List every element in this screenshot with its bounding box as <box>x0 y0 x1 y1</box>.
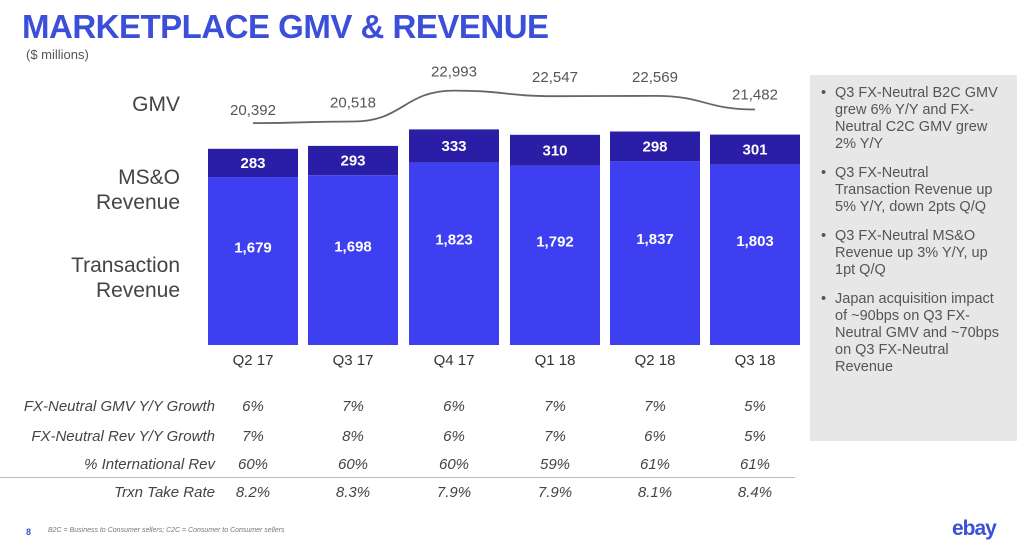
metric-row: FX-Neutral Rev Y/Y Growth 7% 8% 6% 7% 6% 5% <box>0 428 800 456</box>
transaction-revenue-bar <box>409 162 499 345</box>
transaction-value-label: 1,698 <box>334 239 372 256</box>
gmv-revenue-chart: 1,679 283 Q2 17 1,698 293 Q3 17 1,823 333 Q4 17 1… <box>208 64 800 369</box>
metric-value: 7% <box>242 428 264 445</box>
metric-value: 7% <box>544 398 566 415</box>
mso-value-label: 310 <box>542 142 567 159</box>
category-tick-label: Q2 18 <box>635 352 676 369</box>
transaction-revenue-bar <box>208 177 298 345</box>
mso-revenue-bar <box>208 148 298 178</box>
gmv-line <box>252 89 756 124</box>
gmv-value-label: 22,993 <box>431 64 477 81</box>
metric-value: 59% <box>539 456 571 473</box>
metric-value: 7.9% <box>436 484 472 501</box>
mso-revenue-bar <box>409 129 499 163</box>
metric-value: 6% <box>443 398 465 415</box>
metric-value: 60% <box>438 456 470 473</box>
page-number: 8 <box>26 527 32 537</box>
gmv-row-label: GMV <box>132 93 180 116</box>
metric-value: 7.9% <box>537 484 573 501</box>
metric-value: 61% <box>639 456 671 473</box>
transaction-revenue-bar <box>308 175 398 345</box>
metric-value: 61% <box>739 456 771 473</box>
metrics-divider <box>0 477 795 478</box>
gmv-value-label: 21,482 <box>732 86 778 103</box>
transaction-revenue-bar <box>610 161 700 345</box>
metric-value: 5% <box>744 398 766 415</box>
page-title: MARKETPLACE GMV & REVENUE <box>22 8 549 45</box>
metric-value: 8.1% <box>637 484 673 501</box>
metric-label: FX-Neutral GMV Y/Y Growth <box>23 398 215 415</box>
category-tick-label: Q4 17 <box>434 352 475 369</box>
category-tick-label: Q3 18 <box>735 352 776 369</box>
transaction-value-label: 1,803 <box>736 233 774 250</box>
metric-row: FX-Neutral GMV Y/Y Growth 6% 7% 6% 7% 7% 5% <box>0 398 800 426</box>
metric-label: FX-Neutral Rev Y/Y Growth <box>31 428 215 445</box>
transaction-revenue-bar <box>710 164 800 345</box>
commentary-panel: Q3 FX-Neutral B2C GMV grew 6% Y/Y and FX… <box>810 75 1017 441</box>
metric-value: 60% <box>337 456 369 473</box>
category-tick-label: Q3 17 <box>333 352 374 369</box>
mso-revenue-bar <box>610 131 700 162</box>
transaction-row-label: Transaction Revenue <box>71 254 180 302</box>
commentary-list: Q3 FX-Neutral B2C GMV grew 6% Y/Y and FX… <box>818 85 1007 376</box>
commentary-bullet: Q3 FX-Neutral MS&O Revenue up 3% Y/Y, up… <box>818 228 1007 279</box>
gmv-value-label: 20,392 <box>230 102 276 119</box>
metric-value: 60% <box>237 456 269 473</box>
mso-value-label: 293 <box>340 153 365 170</box>
transaction-value-label: 1,679 <box>234 240 272 257</box>
mso-revenue-bar <box>308 145 398 176</box>
metric-value: 5% <box>744 428 766 445</box>
gmv-value-label: 22,547 <box>532 69 578 86</box>
metric-value: 8.4% <box>737 484 773 501</box>
metric-value: 6% <box>242 398 264 415</box>
gmv-value-label: 20,518 <box>330 95 376 112</box>
footnote: B2C = Business to Consumer sellers; C2C … <box>48 527 285 534</box>
mso-value-label: 298 <box>642 138 667 155</box>
metric-value: 8.2% <box>235 484 271 501</box>
metric-label: % International Rev <box>84 456 215 473</box>
commentary-bullet: Japan acquisition impact of ~90bps on Q3… <box>818 291 1007 376</box>
metric-value: 7% <box>644 398 666 415</box>
gmv-value-label: 22,569 <box>632 69 678 86</box>
mso-value-label: 283 <box>240 155 265 172</box>
ebay-logo: ebay <box>952 517 997 540</box>
commentary-bullet: Q3 FX-Neutral B2C GMV grew 6% Y/Y and FX… <box>818 85 1007 153</box>
metric-value: 8.3% <box>335 484 371 501</box>
category-tick-label: Q1 18 <box>535 352 576 369</box>
mso-value-label: 301 <box>742 142 767 159</box>
metric-value: 7% <box>342 398 364 415</box>
metric-label: Trxn Take Rate <box>114 484 215 501</box>
metric-value: 6% <box>443 428 465 445</box>
transaction-value-label: 1,837 <box>636 231 674 248</box>
metric-value: 7% <box>544 428 566 445</box>
transaction-value-label: 1,823 <box>435 232 473 249</box>
metric-value: 8% <box>342 428 364 445</box>
mso-row-label: MS&O Revenue <box>95 166 180 214</box>
transaction-value-label: 1,792 <box>536 233 574 250</box>
transaction-revenue-bar <box>510 165 600 345</box>
mso-value-label: 333 <box>441 138 466 155</box>
mso-revenue-bar <box>510 134 600 166</box>
category-tick-label: Q2 17 <box>233 352 274 369</box>
page-subtitle: ($ millions) <box>26 47 89 62</box>
metric-value: 6% <box>644 428 666 445</box>
metric-row: % International Rev 60% 60% 60% 59% 61% 61% <box>0 456 800 484</box>
mso-revenue-bar <box>710 134 800 165</box>
metric-row: Trxn Take Rate 8.2% 8.3% 7.9% 7.9% 8.1% 8.4% <box>0 484 800 512</box>
commentary-bullet: Q3 FX-Neutral Transaction Revenue up 5% … <box>818 165 1007 216</box>
